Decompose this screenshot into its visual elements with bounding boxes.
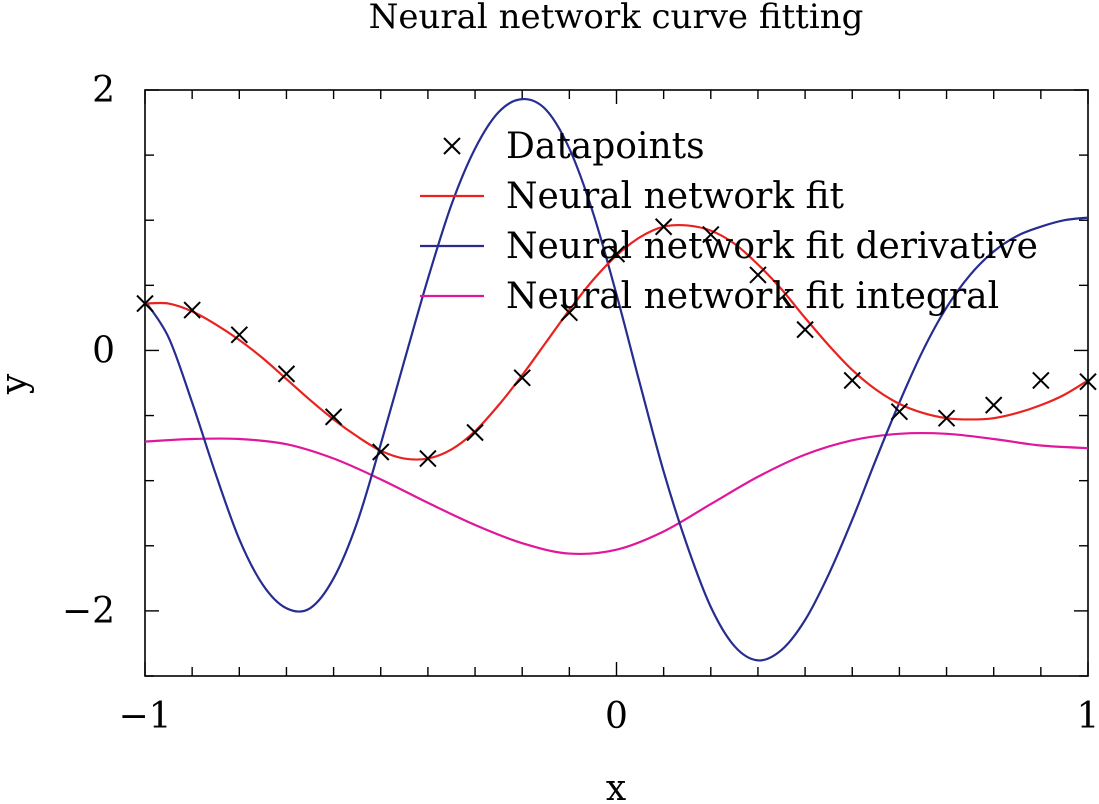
datapoint-marker xyxy=(324,408,343,426)
series-line xyxy=(144,431,1089,556)
y-tick-label: 2 xyxy=(92,70,115,111)
datapoint-marker xyxy=(890,402,909,421)
marker-stroke xyxy=(702,225,720,244)
marker-stroke xyxy=(796,320,814,339)
marker-stroke xyxy=(324,408,343,426)
datapoint-marker xyxy=(560,303,579,322)
datapoint-marker xyxy=(607,245,626,263)
datapoint-marker xyxy=(984,396,1003,414)
datapoint-marker xyxy=(230,326,249,344)
marker-stroke xyxy=(607,245,626,263)
datapoint-marker xyxy=(136,294,154,313)
marker-stroke xyxy=(419,449,437,468)
plot-area: −1 0 1 −2 0 2 xyxy=(62,70,1099,737)
legend-label: Neural network fit integral xyxy=(506,276,999,317)
datapoint-marker xyxy=(702,225,720,244)
datapoint-marker xyxy=(1079,372,1097,391)
datapoint-marker xyxy=(419,449,437,468)
x-tick-label: 1 xyxy=(1077,696,1099,737)
series-line xyxy=(144,98,1089,662)
y-tick-label: −2 xyxy=(62,591,115,632)
marker-stroke xyxy=(654,218,673,236)
marker-stroke xyxy=(136,294,154,313)
marker-stroke xyxy=(183,301,201,319)
datapoint-marker xyxy=(1032,371,1050,390)
marker-stroke xyxy=(937,409,956,427)
marker-stroke xyxy=(277,365,296,383)
legend-label: Datapoints xyxy=(506,126,705,167)
marker-stroke xyxy=(560,303,579,322)
datapoint-marker xyxy=(796,320,814,339)
datapoint-marker xyxy=(749,266,767,284)
legend-label: Neural network fit xyxy=(506,176,845,217)
chart-title: Neural network curve fitting xyxy=(369,0,864,37)
y-tick-label: 0 xyxy=(92,330,115,371)
marker-stroke xyxy=(513,369,531,387)
datapoint-marker xyxy=(654,218,673,236)
marker-stroke xyxy=(1079,372,1097,391)
x-tick-label: −1 xyxy=(118,696,171,737)
x-tick-label: 0 xyxy=(605,696,628,737)
marker-stroke xyxy=(749,266,767,284)
marker-stroke xyxy=(843,371,861,390)
marker-stroke xyxy=(466,423,484,442)
datapoint-marker xyxy=(937,409,956,427)
marker-stroke xyxy=(890,402,909,421)
legend: Datapoints Neural network fit Neural netwo… xyxy=(420,126,1038,317)
x-axis-label: x xyxy=(606,768,626,804)
marker-stroke xyxy=(230,326,249,344)
datapoint-marker xyxy=(277,365,296,383)
marker-stroke xyxy=(984,396,1003,414)
legend-label: Neural network fit derivative xyxy=(506,226,1038,267)
legend-swatch xyxy=(443,137,461,155)
marker-stroke xyxy=(1032,371,1050,390)
datapoint-marker xyxy=(372,443,390,461)
datapoint-marker xyxy=(466,423,484,442)
y-axis-label: y xyxy=(0,373,35,395)
marker-stroke xyxy=(372,443,390,461)
datapoint-marker xyxy=(183,301,201,319)
datapoint-marker xyxy=(843,371,861,390)
datapoint-marker xyxy=(513,369,531,387)
